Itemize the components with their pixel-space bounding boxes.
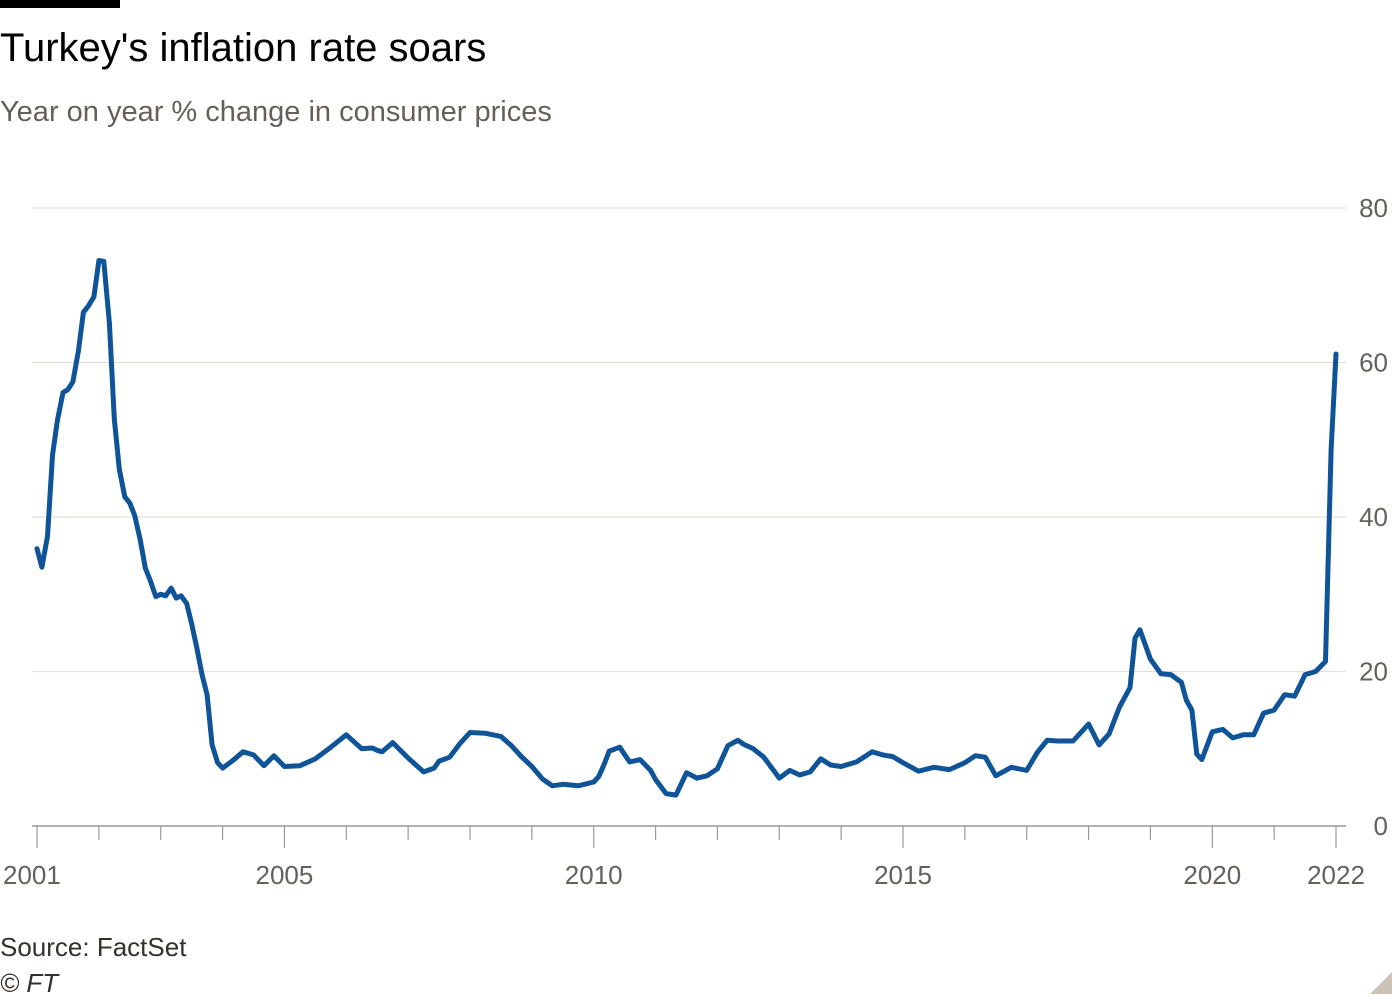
y-tick-label: 0 — [1374, 811, 1388, 841]
corner-fold-mark — [1370, 972, 1392, 994]
y-axis-labels: 0 20 40 60 80 — [1359, 193, 1388, 841]
x-tick-label: 2022 — [1307, 860, 1365, 890]
source-note: Source: FactSet — [0, 932, 187, 962]
x-tick-label: 2015 — [874, 860, 932, 890]
x-tick-label: 2005 — [256, 860, 314, 890]
y-tick-label: 60 — [1359, 348, 1388, 378]
series-group — [34, 258, 1339, 798]
chart-subtitle: Year on year % change in consumer prices — [0, 96, 552, 128]
chart-title: Turkey's inflation rate soars — [0, 26, 487, 70]
x-tick-label: 2010 — [565, 860, 623, 890]
copyright-note: © FT — [0, 968, 59, 998]
line-chart: 0 20 40 60 80 2001 2005 2010 2015 2020 2022 — [3, 193, 1388, 890]
inflation-series-line — [34, 258, 1339, 798]
x-tick-label: 2001 — [3, 860, 61, 890]
y-tick-label: 40 — [1359, 502, 1388, 532]
brand-bar — [0, 0, 120, 8]
gridlines — [32, 207, 1346, 673]
x-axis: 2001 2005 2010 2015 2020 2022 — [3, 825, 1365, 890]
x-tick-label: 2020 — [1183, 860, 1241, 890]
y-tick-label: 80 — [1359, 193, 1388, 223]
y-tick-label: 20 — [1359, 657, 1388, 687]
